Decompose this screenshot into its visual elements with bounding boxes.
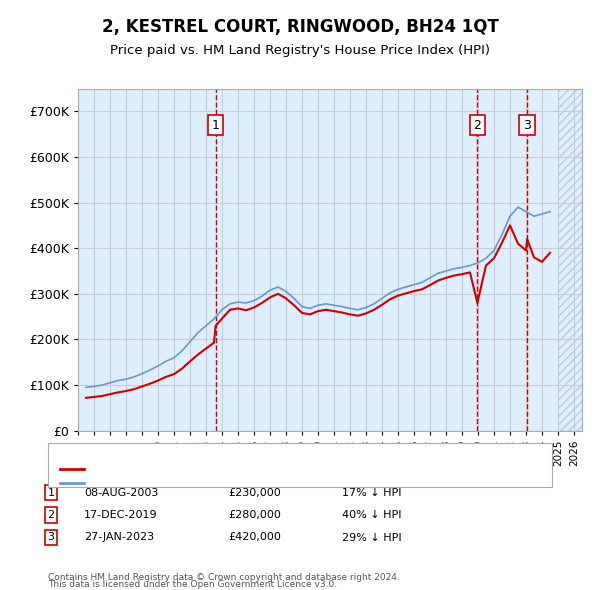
Text: £280,000: £280,000 xyxy=(228,510,281,520)
Bar xyxy=(558,88,582,431)
Text: £230,000: £230,000 xyxy=(228,488,281,497)
Text: HPI: Average price, detached house, New Forest: HPI: Average price, detached house, New … xyxy=(87,478,338,487)
Bar xyxy=(558,88,582,431)
Text: 1: 1 xyxy=(47,488,55,497)
Text: This data is licensed under the Open Government Licence v3.0.: This data is licensed under the Open Gov… xyxy=(48,580,337,589)
Text: 2, KESTREL COURT, RINGWOOD, BH24 1QT (detached house): 2, KESTREL COURT, RINGWOOD, BH24 1QT (de… xyxy=(87,464,406,474)
Text: 27-JAN-2023: 27-JAN-2023 xyxy=(84,533,154,542)
Text: 17-DEC-2019: 17-DEC-2019 xyxy=(84,510,158,520)
Text: 3: 3 xyxy=(47,533,55,542)
Text: 2, KESTREL COURT, RINGWOOD, BH24 1QT: 2, KESTREL COURT, RINGWOOD, BH24 1QT xyxy=(101,18,499,36)
Text: 29% ↓ HPI: 29% ↓ HPI xyxy=(342,533,401,542)
Text: £420,000: £420,000 xyxy=(228,533,281,542)
Text: 17% ↓ HPI: 17% ↓ HPI xyxy=(342,488,401,497)
Text: 2: 2 xyxy=(47,510,55,520)
Text: 2: 2 xyxy=(473,119,481,132)
Text: 1: 1 xyxy=(212,119,220,132)
Text: Contains HM Land Registry data © Crown copyright and database right 2024.: Contains HM Land Registry data © Crown c… xyxy=(48,573,400,582)
Text: Price paid vs. HM Land Registry's House Price Index (HPI): Price paid vs. HM Land Registry's House … xyxy=(110,44,490,57)
Text: 40% ↓ HPI: 40% ↓ HPI xyxy=(342,510,401,520)
Text: 08-AUG-2003: 08-AUG-2003 xyxy=(84,488,158,497)
Text: 3: 3 xyxy=(523,119,531,132)
